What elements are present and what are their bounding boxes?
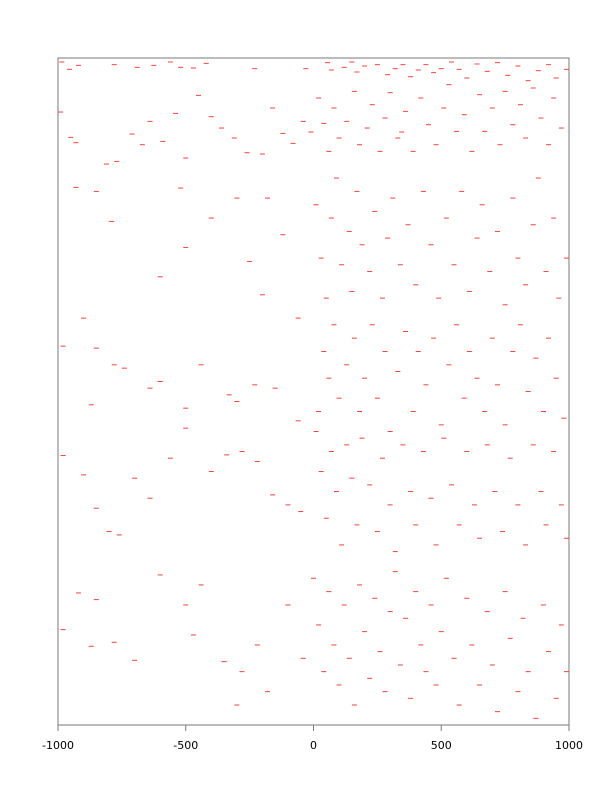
data-marks — [58, 61, 569, 719]
x-axis-ticks: -1000 -500 0 500 1000 — [42, 725, 583, 752]
x-tick-label: 1000 — [555, 739, 583, 752]
x-tick-label: -1000 — [42, 739, 74, 752]
x-tick-label: -500 — [173, 739, 198, 752]
x-tick-label: 0 — [310, 739, 317, 752]
plot-area-frame — [57, 57, 570, 726]
x-tick-label: 500 — [431, 739, 452, 752]
